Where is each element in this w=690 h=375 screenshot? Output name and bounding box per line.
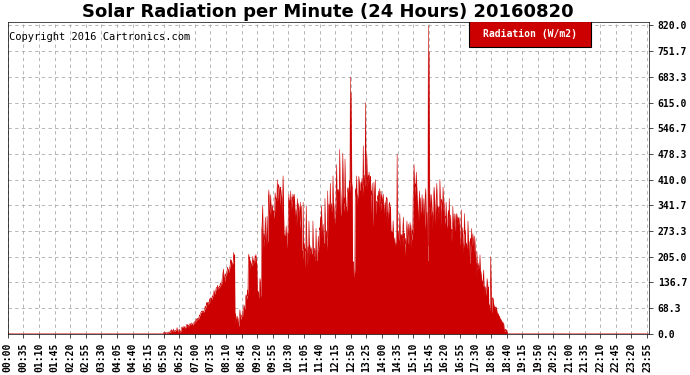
FancyBboxPatch shape [469, 21, 591, 47]
Title: Solar Radiation per Minute (24 Hours) 20160820: Solar Radiation per Minute (24 Hours) 20… [83, 3, 574, 21]
Text: Radiation (W/m2): Radiation (W/m2) [483, 29, 578, 39]
Text: Copyright 2016 Cartronics.com: Copyright 2016 Cartronics.com [9, 32, 190, 42]
